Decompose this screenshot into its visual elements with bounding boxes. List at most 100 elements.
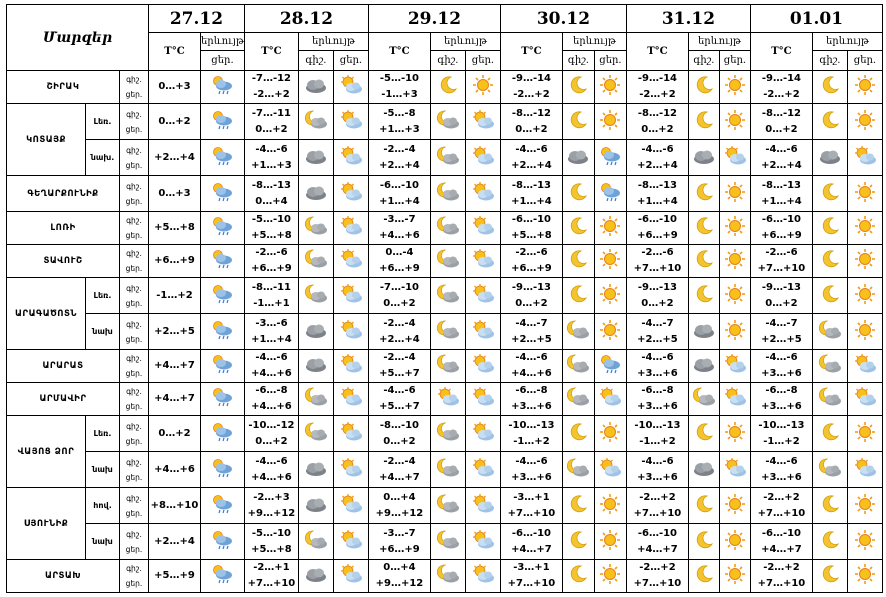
temp-value: -1…+2	[148, 277, 201, 314]
sun-icon	[846, 523, 883, 560]
region-name: ՇԻՐԱԿ	[6, 70, 120, 104]
sun-cloud-icon	[332, 313, 369, 350]
sun-cloud-icon	[464, 415, 501, 452]
night-label: գիշ.	[126, 354, 142, 363]
moon-icon	[811, 175, 848, 212]
cloudy-icon	[811, 139, 848, 176]
temp-value: -5…-10 +5…+8	[243, 523, 299, 560]
sun-cloud-icon	[332, 244, 369, 278]
day-label: ցեր.	[125, 264, 143, 273]
night-label: գիշ.	[561, 50, 595, 71]
temp-day: +4…+6	[511, 368, 552, 379]
region-name: ՎԱՅՈՑ ՁՈՐ	[6, 415, 86, 488]
sun-icon	[846, 415, 883, 452]
moon-cloud-icon	[429, 451, 466, 488]
temp-value: -4…-6 +4…+6	[243, 349, 299, 383]
table-title: Մարզեր	[6, 4, 149, 71]
moon-icon	[561, 103, 595, 140]
temp-night: -10…-13	[758, 419, 805, 431]
temp-night: -4…-6	[765, 143, 798, 155]
cloudy-icon	[297, 139, 334, 176]
night-label: գիշ.	[126, 249, 142, 258]
temp-day: -1…+1	[253, 297, 290, 309]
temp-day: +4…+7	[637, 543, 678, 555]
temp-day: +4…+6	[251, 401, 292, 412]
temp-night: -6…-10	[761, 214, 802, 225]
moon-cloud-icon	[429, 487, 466, 524]
region-name: ԿՈՏԱՅՔ	[6, 103, 86, 176]
temp-value: +4…+6	[148, 451, 201, 488]
sun-cloud-icon	[332, 523, 369, 560]
moon-cloud-icon	[297, 103, 334, 140]
temp-value: -3…-7 +6…+9	[367, 523, 431, 560]
temp-value: -6…-10 +4…+7	[499, 523, 563, 560]
sun-cloud-icon	[464, 382, 501, 416]
table-row: ԱՐԱԳԱԾՈՏՆ Լեռ. գիշ. ցեր. -1…+2 -8…-11 -1…+1 -7……	[6, 277, 883, 350]
temp-value: -4…-6 +3…+6	[749, 349, 813, 383]
table-row: ԱՐՄԱՎԻՐ գիշ. ցեր. +4…+7 -6…-8 +4…+6 -4…-6 +5…+7…	[6, 382, 883, 416]
temp-night: -3…-6	[255, 317, 288, 329]
date-header: 27.12	[148, 4, 245, 33]
day-label: ցեր.	[125, 90, 143, 99]
region-name: ԳԵՂԱՐՔՈՒՆԻՔ	[6, 175, 120, 212]
temp-day: +6…+9	[637, 230, 678, 241]
temp-day: +4…+7	[511, 543, 552, 555]
temp-value: -2…+1 +7…+10	[243, 559, 299, 593]
temp-header: T°C	[243, 32, 299, 71]
sun-icon	[593, 487, 627, 524]
temp-value: -2…-4 +4…+7	[367, 451, 431, 488]
temp-value: 0…-4 +6…+9	[367, 244, 431, 278]
pc-rain-icon	[200, 559, 245, 593]
temp-day: +3…+6	[761, 401, 802, 412]
sun-cloud-icon	[464, 175, 501, 212]
table-row: ԱՐՏԱԽ գիշ. ցեր. +5…+9 -2…+1 +7…+10 0…+4 +9…+12 -…	[6, 559, 883, 593]
night-label: գիշ.	[126, 493, 142, 503]
temp-value: -6…-10 +6…+9	[749, 211, 813, 245]
sun-icon	[718, 487, 751, 524]
temp-day: +9…+12	[247, 507, 296, 519]
region-name: ԱՐՏԱԽ	[6, 559, 120, 593]
temp-day: +5…+7	[379, 401, 420, 412]
sun-cloud-icon	[846, 349, 883, 383]
temp-day: +4…+7	[761, 543, 802, 555]
date-header: 29.12	[367, 4, 501, 33]
table-row: ՎԱՅՈՑ ՁՈՐ Լեռ. գիշ. ցեր. 0…+2 -10…-12 0…+2 -8…-…	[6, 415, 883, 488]
temp-day: +7…+10	[633, 578, 682, 589]
temp-night: -5…-8	[383, 107, 416, 119]
temp-day: +2…+4	[761, 159, 802, 171]
temp-day: +1…+4	[511, 195, 552, 207]
period-labels: գիշ. ցեր.	[119, 103, 149, 140]
day-label: ցեր.	[200, 50, 245, 71]
pc-rain-icon	[593, 349, 627, 383]
sun-cloud-icon	[332, 211, 369, 245]
day-label: ցեր.	[464, 50, 501, 71]
moon-cloud-icon	[429, 313, 466, 350]
temp-day: +6…+9	[251, 263, 292, 274]
temp-value: -8…-11 -1…+1	[243, 277, 299, 314]
temp-day: -2…+2	[513, 89, 550, 100]
temp-night: -6…-8	[641, 385, 674, 396]
temp-night: -4…-6	[515, 352, 548, 363]
temp-night: -9…-13	[637, 281, 678, 293]
temp-night: -5…-10	[251, 214, 292, 225]
temp-night: -7…-11	[251, 107, 292, 119]
temp-value: -3…+1 +7…+10	[499, 559, 563, 593]
period-labels: գիշ. ցեր.	[119, 313, 149, 350]
temp-day: 0…+2	[255, 435, 288, 447]
night-label: գիշ.	[811, 50, 848, 71]
sun-cloud-icon	[332, 103, 369, 140]
table-row: ՇԻՐԱԿ գիշ. ցեր. 0…+3 -7…-12 -2…+2 -5…-10 -1…+3-…	[6, 70, 883, 104]
pc-rain-icon	[200, 382, 245, 416]
temp-value: -4…-7 +2…+5	[749, 313, 813, 350]
sun-cloud-icon	[718, 139, 751, 176]
region-name: ԱՐԱԳԱԾՈՏՆ	[6, 277, 86, 350]
temp-night: -6…-10	[511, 214, 552, 225]
pc-rain-icon	[200, 70, 245, 104]
temp-night: -9…-13	[761, 281, 802, 293]
temp-night: -5…-10	[251, 527, 292, 539]
temp-day: +6…+9	[761, 230, 802, 241]
moon-cloud-icon	[297, 415, 334, 452]
temp-value: +5…+8	[148, 211, 201, 245]
temp-day: +4…+6	[379, 230, 420, 241]
cloudy-icon	[297, 559, 334, 593]
